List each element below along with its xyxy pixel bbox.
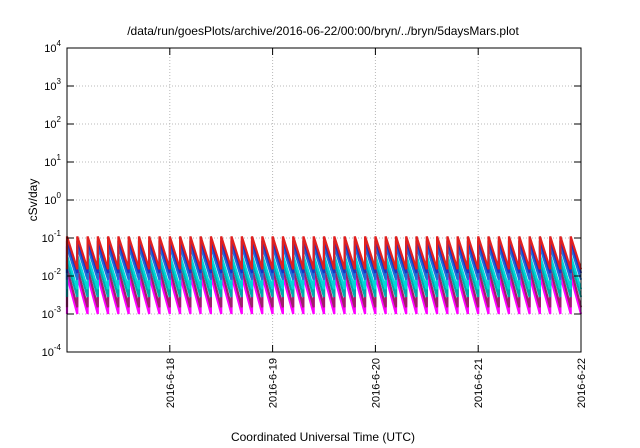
y-tick-label: 101 xyxy=(44,153,61,169)
x-tick-label: 2016-6-18 xyxy=(165,358,177,408)
chart-title: /data/run/goesPlots/archive/2016-06-22/0… xyxy=(127,24,519,38)
y-tick-label: 104 xyxy=(44,39,61,55)
y-tick-label: 100 xyxy=(44,191,61,207)
series-layer xyxy=(65,236,583,315)
y-tick-label: 10-4 xyxy=(42,343,62,359)
x-tick-label: 2016-6-22 xyxy=(576,358,588,408)
x-axis: 2016-6-18 2016-6-19 2016-6-20 2016-6-21 2016… xyxy=(165,48,588,408)
x-axis-label: Coordinated Universal Time (UTC) xyxy=(231,430,415,444)
x-tick-label: 2016-6-20 xyxy=(370,358,382,408)
y-axis-label: cSv/day xyxy=(26,179,40,222)
y-tick-label: 102 xyxy=(44,115,61,131)
y-tick-label: 10-2 xyxy=(42,267,62,283)
x-tick-label: 2016-6-21 xyxy=(473,358,485,408)
y-axis: 10-4 10-3 10-2 10-1 100 101 102 103 104 xyxy=(42,39,581,359)
x-tick-label: 2016-6-19 xyxy=(268,358,280,408)
data-series-line xyxy=(65,236,583,270)
y-tick-label: 103 xyxy=(44,77,61,93)
y-tick-label: 10-1 xyxy=(42,229,62,245)
y-tick-label: 10-3 xyxy=(42,305,62,321)
